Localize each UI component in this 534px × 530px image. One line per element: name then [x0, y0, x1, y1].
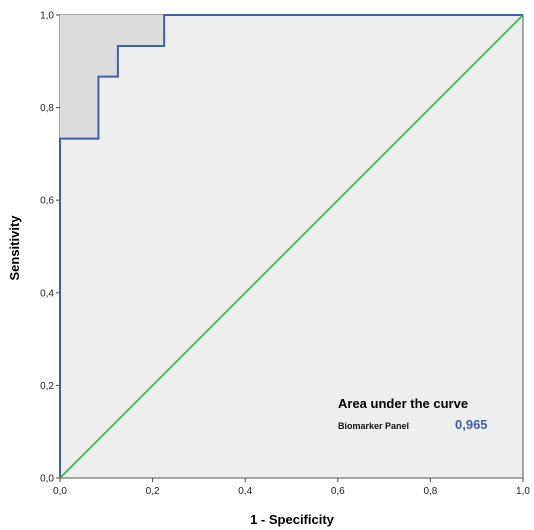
y-tick-label: 0,6 [40, 196, 54, 207]
auc-value: 0,965 [455, 417, 488, 432]
auc-series-label: Biomarker Panel [338, 421, 409, 431]
auc-annotation-title: Area under the curve [338, 396, 468, 411]
y-tick-label: 1,0 [40, 11, 54, 22]
axis-ticks: 0,0 0,2 0,4 0,6 0,8 1,0 0,0 0,2 0,4 0,6 0,8 1,0 [40, 11, 530, 498]
x-tick-label: 1,0 [516, 486, 530, 497]
roc-curve-line [59, 14, 523, 478]
y-tick-label: 0,0 [40, 474, 54, 485]
curve-upper-shading [60, 15, 523, 478]
x-tick-label: 0,2 [146, 486, 160, 497]
x-tick-label: 0,4 [238, 486, 252, 497]
y-tick-label: 0,8 [40, 103, 54, 114]
x-tick-label: 0,6 [331, 486, 345, 497]
reference-diagonal-line [59, 14, 524, 479]
series-lines [59, 14, 524, 479]
x-tick-label: 0,0 [53, 486, 67, 497]
y-tick-label: 0,4 [40, 288, 54, 299]
auc-shading-group [60, 15, 523, 478]
y-tick-label: 0,2 [40, 381, 54, 392]
y-axis-title: Sensitivity [7, 215, 22, 281]
x-axis-title: 1 - Specificity [250, 512, 335, 527]
x-tick-label: 0,8 [423, 486, 437, 497]
